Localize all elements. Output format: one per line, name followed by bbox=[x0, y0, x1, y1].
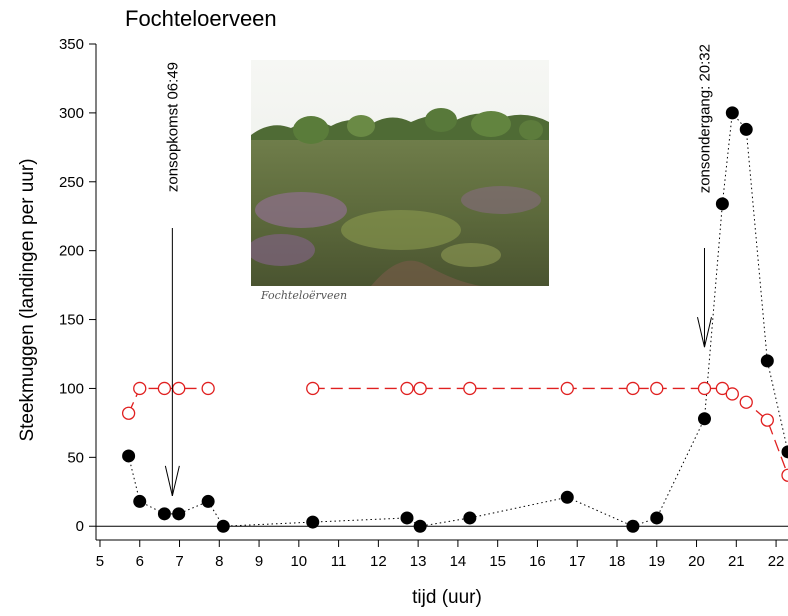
red-point bbox=[697, 381, 712, 396]
x-axis-label: tijd (uur) bbox=[412, 587, 482, 608]
photo-caption: Fochteloërveen bbox=[261, 289, 348, 302]
chart-title: Fochteloerveen bbox=[125, 6, 277, 31]
x-tick-label: 9 bbox=[255, 553, 263, 570]
x-tick-label: 18 bbox=[609, 553, 626, 570]
x-tick-label: 7 bbox=[175, 553, 183, 570]
black-point bbox=[725, 106, 739, 120]
x-tick-label: 22 bbox=[768, 553, 785, 570]
red-point bbox=[781, 468, 788, 482]
red-point bbox=[306, 381, 320, 396]
x-tick-label: 20 bbox=[688, 553, 705, 570]
black-point bbox=[626, 519, 640, 533]
black-point bbox=[781, 445, 788, 459]
black-point bbox=[715, 197, 729, 211]
red-series-line bbox=[312, 387, 788, 476]
annotation-label: zonsopkomst 06:49 bbox=[164, 62, 181, 192]
annotations: zonsopkomst 06:49 zonsondergang: 20:32 bbox=[164, 44, 713, 497]
red-point bbox=[172, 381, 186, 396]
data-points bbox=[121, 106, 788, 533]
x-tick-label: 5 bbox=[96, 553, 104, 570]
red-point bbox=[157, 381, 172, 396]
black-point bbox=[739, 122, 753, 136]
red-point bbox=[715, 381, 730, 396]
black-point bbox=[157, 507, 171, 521]
black-point bbox=[413, 519, 427, 533]
red-point bbox=[760, 413, 774, 427]
x-tick-label: 14 bbox=[450, 553, 467, 570]
red-point bbox=[725, 387, 739, 401]
x-tick-label: 12 bbox=[370, 553, 387, 570]
axes: 0 50 100 150 200 250 300 350 5 6 7 8 9 10 11 12 13 14 15 16… bbox=[59, 36, 788, 570]
y-axis-label: Steekmuggen (landingen per uur) bbox=[17, 158, 38, 442]
x-tick-label: 13 bbox=[410, 553, 427, 570]
y-tick-label: 250 bbox=[59, 174, 84, 191]
x-tick-label: 15 bbox=[489, 553, 506, 570]
x-tick-label: 19 bbox=[648, 553, 665, 570]
red-series-line bbox=[128, 387, 209, 414]
red-point bbox=[626, 381, 640, 396]
black-point bbox=[306, 515, 320, 529]
annotation-arrowhead bbox=[164, 465, 180, 497]
y-tick-label: 300 bbox=[59, 105, 84, 122]
black-point bbox=[697, 412, 711, 426]
x-tick-label: 17 bbox=[569, 553, 586, 570]
x-tick-label: 21 bbox=[728, 553, 745, 570]
red-point bbox=[650, 381, 664, 396]
x-tick-label: 8 bbox=[215, 553, 223, 570]
inset-photo: Fochteloërveen bbox=[251, 60, 549, 304]
x-tick-label: 6 bbox=[136, 553, 144, 570]
red-point bbox=[739, 395, 753, 409]
y-tick-label: 200 bbox=[59, 243, 84, 260]
landscape-photo bbox=[251, 60, 549, 286]
y-tick-label: 350 bbox=[59, 36, 84, 53]
x-tick-label: 11 bbox=[331, 553, 347, 570]
black-point bbox=[201, 494, 215, 508]
black-point bbox=[463, 511, 477, 525]
x-tick-label: 16 bbox=[529, 553, 546, 570]
black-point bbox=[400, 511, 414, 525]
black-point bbox=[760, 354, 774, 368]
red-point bbox=[201, 381, 215, 396]
x-tick-label: 10 bbox=[290, 553, 307, 570]
red-point bbox=[413, 381, 427, 396]
red-point bbox=[560, 381, 574, 396]
red-point bbox=[400, 381, 414, 396]
red-point bbox=[121, 406, 136, 420]
black-point bbox=[133, 494, 147, 508]
black-point bbox=[172, 507, 186, 521]
black-point bbox=[122, 449, 136, 463]
red-point bbox=[133, 381, 147, 396]
y-tick-label: 150 bbox=[59, 312, 84, 329]
annotation-arrowhead bbox=[696, 316, 712, 348]
black-point bbox=[216, 519, 230, 533]
red-point bbox=[463, 381, 477, 396]
black-point bbox=[650, 511, 664, 525]
y-tick-label: 0 bbox=[76, 518, 84, 535]
y-tick-label: 50 bbox=[67, 449, 84, 466]
y-tick-label: 100 bbox=[59, 380, 84, 397]
black-point bbox=[560, 490, 574, 504]
annotation-label: zonsondergang: 20:32 bbox=[696, 44, 713, 193]
